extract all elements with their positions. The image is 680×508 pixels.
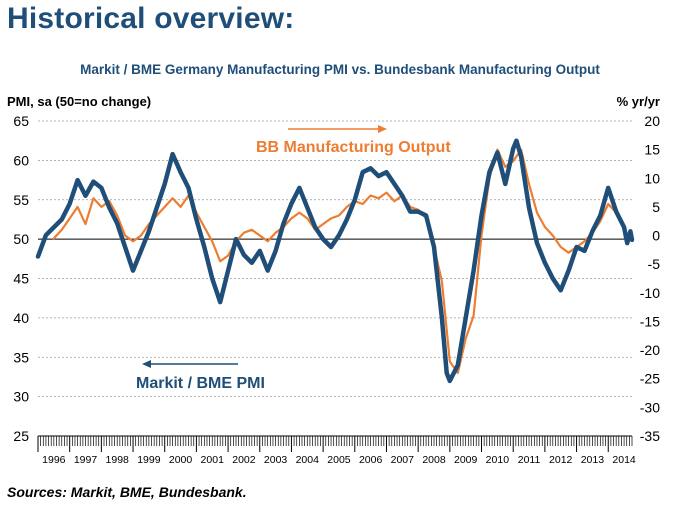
x-tick-label: 2010 bbox=[486, 454, 510, 466]
left-tick-label: 30 bbox=[13, 389, 29, 405]
right-tick-label: 10 bbox=[644, 170, 660, 186]
x-tick-label: 1998 bbox=[106, 454, 130, 466]
x-tick-label: 2012 bbox=[549, 454, 573, 466]
right-tick-label: -5 bbox=[648, 256, 661, 272]
x-tick-label: 2006 bbox=[359, 454, 383, 466]
left-tick-label: 35 bbox=[13, 349, 29, 365]
right-tick-label: -15 bbox=[640, 313, 660, 329]
x-tick-label: 2013 bbox=[581, 454, 605, 466]
x-tick-label: 2008 bbox=[422, 454, 446, 466]
right-tick-label: -20 bbox=[640, 342, 660, 358]
x-tick-label: 2002 bbox=[232, 454, 256, 466]
output-series-label: BB Manufacturing Output bbox=[256, 139, 451, 156]
right-tick-label: -25 bbox=[640, 371, 660, 387]
x-tick-label: 1996 bbox=[42, 454, 66, 466]
x-tick-label: 2011 bbox=[518, 454, 541, 466]
x-tick-label: 2005 bbox=[327, 454, 351, 466]
left-tick-label: 50 bbox=[13, 231, 29, 247]
right-tick-label: 20 bbox=[644, 113, 660, 129]
left-axis-ticks: 25 30 35 40 45 50 55 60 65 bbox=[13, 113, 29, 444]
right-tick-label: -10 bbox=[640, 285, 660, 301]
left-tick-label: 40 bbox=[13, 310, 29, 326]
output-arrow-head bbox=[378, 125, 387, 133]
right-tick-label: 0 bbox=[652, 228, 660, 244]
left-tick-label: 25 bbox=[13, 428, 29, 444]
right-axis-label: % yr/yr bbox=[617, 94, 660, 109]
left-tick-label: 55 bbox=[13, 192, 29, 208]
page-title: Historical overview: bbox=[7, 2, 295, 35]
x-tick-label: 2001 bbox=[201, 454, 225, 466]
right-tick-label: -35 bbox=[640, 428, 660, 444]
right-tick-label: 15 bbox=[644, 142, 660, 158]
right-tick-label: -30 bbox=[640, 399, 660, 415]
pmi-series-line bbox=[35, 138, 635, 384]
x-tick-label: 2003 bbox=[264, 454, 288, 466]
pmi-series-label: Markit / BME PMI bbox=[136, 375, 265, 392]
left-axis-label: PMI, sa (50=no change) bbox=[7, 94, 151, 109]
x-tick-label: 1997 bbox=[74, 454, 98, 466]
x-tick-label: 2007 bbox=[391, 454, 415, 466]
left-tick-label: 45 bbox=[13, 271, 29, 287]
x-tick-label: 2009 bbox=[454, 454, 478, 466]
pmi-arrow-head bbox=[142, 360, 151, 368]
left-tick-label: 60 bbox=[13, 152, 29, 168]
x-tick-label: 2004 bbox=[296, 454, 320, 466]
x-axis: 1996 1997 1998 1999 2000 2001 2002 2003 2004 2005… bbox=[37, 435, 636, 466]
x-tick-label: 2014 bbox=[612, 454, 636, 466]
chart-title: Markit / BME Germany Manufacturing PMI v… bbox=[80, 62, 600, 77]
right-tick-label: 5 bbox=[652, 199, 660, 215]
left-tick-label: 65 bbox=[13, 113, 29, 129]
annotations: BB Manufacturing Output Markit / BME PMI bbox=[136, 125, 451, 392]
x-tick-label: 2000 bbox=[169, 454, 193, 466]
right-axis-ticks: -35 -30 -25 -20 -15 -10 -5 0 5 10 15 20 bbox=[640, 113, 660, 444]
series-lines bbox=[35, 138, 635, 384]
source-note: Sources: Markit, BME, Bundesbank. bbox=[7, 484, 247, 500]
x-tick-label: 1999 bbox=[137, 454, 161, 466]
